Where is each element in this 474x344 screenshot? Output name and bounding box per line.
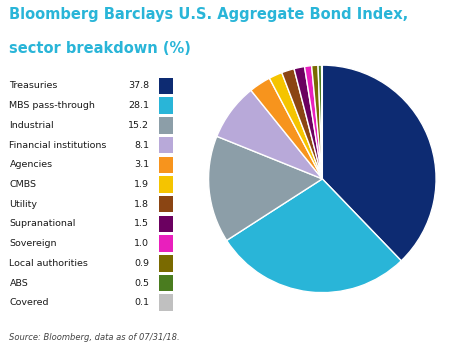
Wedge shape (227, 179, 401, 293)
Wedge shape (304, 66, 322, 179)
Wedge shape (321, 65, 322, 179)
Text: 0.1: 0.1 (134, 298, 149, 307)
Text: 1.5: 1.5 (134, 219, 149, 228)
Wedge shape (251, 78, 322, 179)
Text: Agencies: Agencies (9, 160, 53, 169)
Wedge shape (209, 136, 322, 240)
Text: ABS: ABS (9, 279, 28, 288)
Wedge shape (269, 73, 322, 179)
Text: Financial institutions: Financial institutions (9, 141, 107, 150)
Text: Bloomberg Barclays U.S. Aggregate Bond Index,: Bloomberg Barclays U.S. Aggregate Bond I… (9, 7, 409, 22)
Text: MBS pass-through: MBS pass-through (9, 101, 95, 110)
Wedge shape (318, 65, 322, 179)
Wedge shape (294, 66, 322, 179)
Text: 3.1: 3.1 (134, 160, 149, 169)
Text: sector breakdown (%): sector breakdown (%) (9, 41, 191, 56)
Wedge shape (322, 65, 436, 261)
Text: Utility: Utility (9, 200, 37, 209)
Text: Supranational: Supranational (9, 219, 76, 228)
Text: Treasuries: Treasuries (9, 82, 58, 90)
Text: Industrial: Industrial (9, 121, 54, 130)
Text: 15.2: 15.2 (128, 121, 149, 130)
Text: 1.9: 1.9 (134, 180, 149, 189)
Wedge shape (311, 65, 322, 179)
Text: 8.1: 8.1 (134, 141, 149, 150)
Text: Sovereign: Sovereign (9, 239, 57, 248)
Text: 1.0: 1.0 (134, 239, 149, 248)
Wedge shape (282, 69, 322, 179)
Text: CMBS: CMBS (9, 180, 36, 189)
Text: 1.8: 1.8 (134, 200, 149, 209)
Text: 0.5: 0.5 (134, 279, 149, 288)
Text: Local authorities: Local authorities (9, 259, 88, 268)
Text: 37.8: 37.8 (128, 82, 149, 90)
Text: Covered: Covered (9, 298, 49, 307)
Text: 0.9: 0.9 (134, 259, 149, 268)
Text: 28.1: 28.1 (128, 101, 149, 110)
Wedge shape (217, 90, 322, 179)
Text: Source: Bloomberg, data as of 07/31/18.: Source: Bloomberg, data as of 07/31/18. (9, 333, 180, 342)
